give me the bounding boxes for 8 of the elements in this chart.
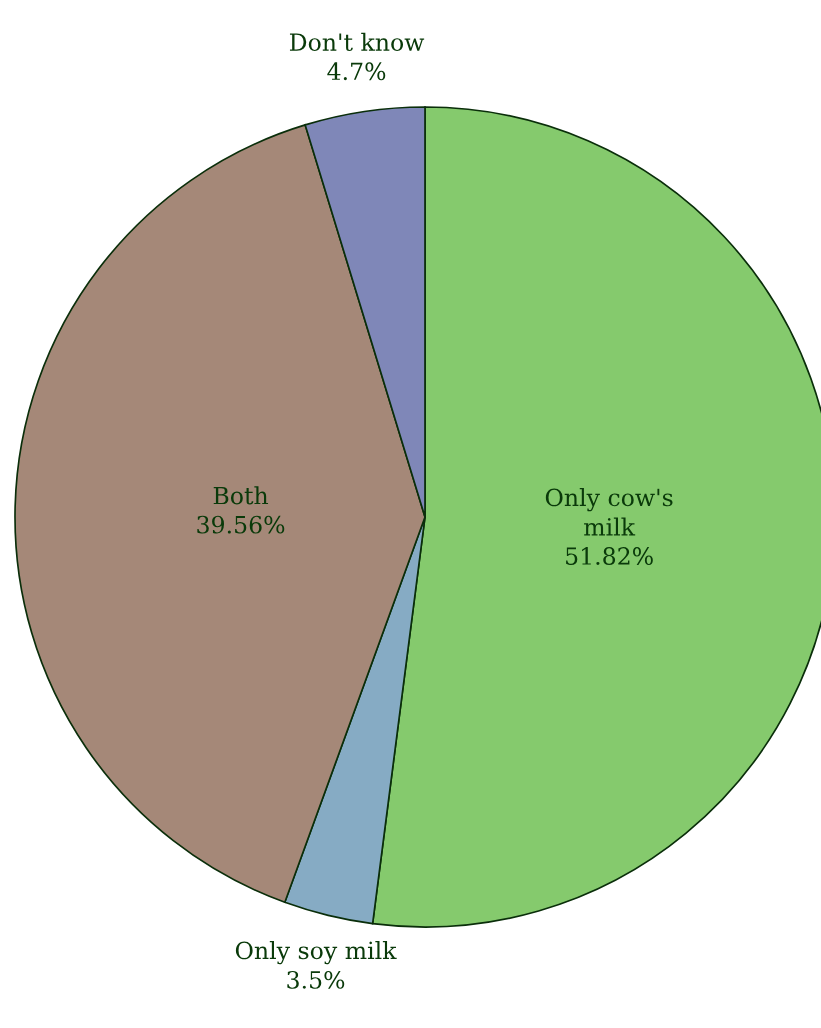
data-label: 4.7% [327, 62, 386, 81]
slice-label: Only cow's milk [545, 488, 673, 536]
slice-label: Don't know [289, 32, 425, 52]
slice-label: Both [213, 486, 269, 505]
data-label: 51.82% [566, 547, 653, 565]
slice-label: Only soy milk [235, 941, 397, 965]
data-label: 3.5% [287, 970, 345, 989]
data-label: 39.56% [197, 515, 285, 534]
